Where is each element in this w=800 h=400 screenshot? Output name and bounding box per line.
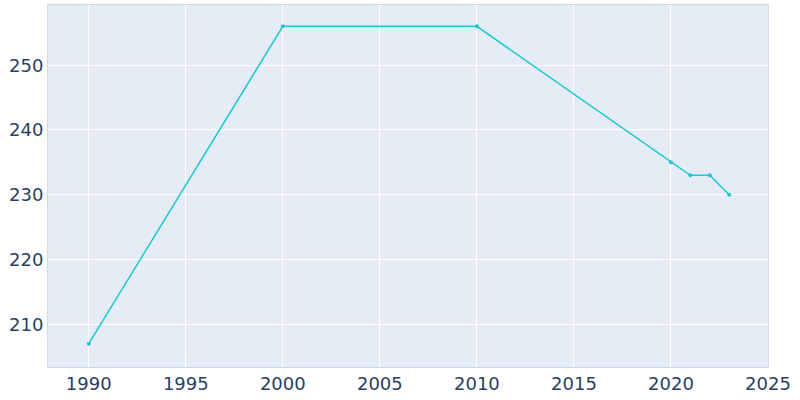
svg-text:220: 220	[9, 249, 43, 270]
svg-text:2025: 2025	[745, 373, 791, 394]
svg-text:2005: 2005	[357, 373, 403, 394]
svg-text:2015: 2015	[551, 373, 597, 394]
svg-text:1995: 1995	[163, 373, 209, 394]
svg-text:2020: 2020	[648, 373, 694, 394]
svg-text:230: 230	[9, 184, 43, 205]
svg-text:1990: 1990	[66, 373, 112, 394]
svg-text:210: 210	[9, 314, 43, 335]
svg-text:250: 250	[9, 55, 43, 76]
svg-text:2010: 2010	[454, 373, 500, 394]
svg-text:2000: 2000	[260, 373, 306, 394]
svg-text:240: 240	[9, 119, 43, 140]
